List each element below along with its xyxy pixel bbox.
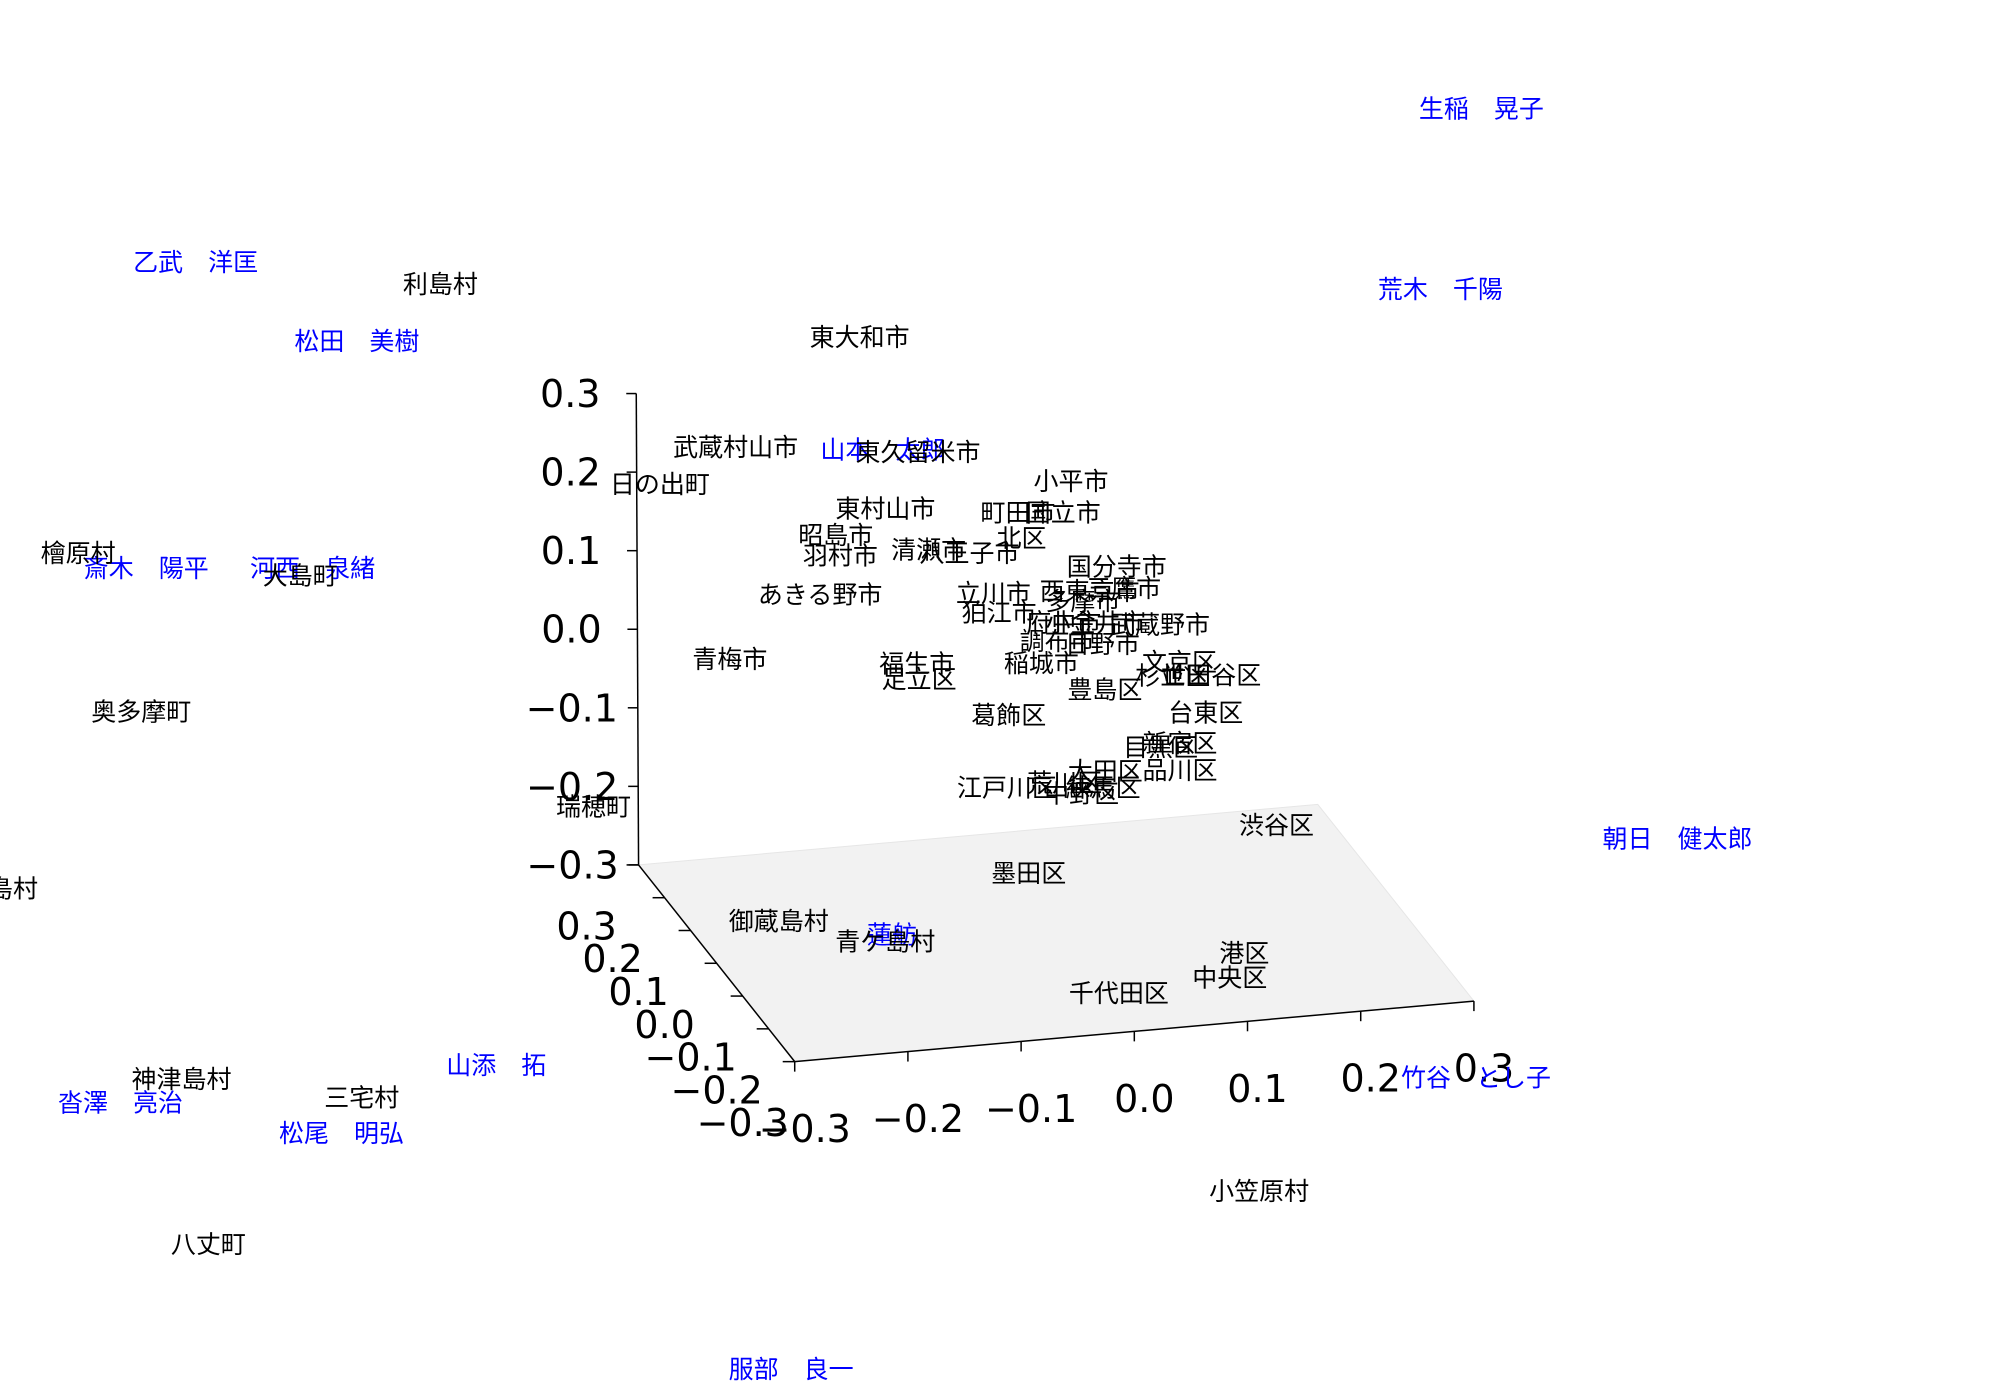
point-label: 稲城市: [1004, 649, 1079, 678]
z-tick-label: 0.0: [541, 608, 601, 652]
point-label: 葛飾区: [971, 701, 1046, 730]
z-tick-label: 0.3: [540, 372, 600, 416]
y-tick-label: 0.3: [556, 904, 616, 948]
y-tick-label: 0.1: [608, 970, 668, 1014]
point-label: 松田 美樹: [294, 327, 419, 356]
point-label: 新宿区: [1142, 729, 1217, 758]
point-label: 三鷹市: [1086, 574, 1161, 603]
point-label: 福生市: [879, 650, 954, 679]
point-label: 渋谷区: [1239, 811, 1314, 840]
point-label: 山添 拓: [446, 1051, 546, 1080]
point-label: 中野区: [1044, 780, 1119, 809]
point-label: 松尾 明弘: [279, 1119, 404, 1148]
point-label: 荒川区: [1027, 769, 1102, 798]
point-label: 台東区: [1168, 699, 1243, 728]
z-tick-label: 0.1: [541, 529, 601, 573]
z-tick-label: 0.2: [540, 451, 600, 495]
point-label: 東村山市: [835, 494, 935, 523]
point-label: 府中市: [1026, 608, 1101, 637]
point-label: 練馬区: [1066, 774, 1141, 803]
x-tick-label: 0.1: [1227, 1067, 1287, 1111]
x-tick-label: 0.2: [1340, 1057, 1400, 1101]
z-tick-label: −0.3: [526, 843, 618, 887]
point-label: 奥多摩町: [91, 698, 191, 727]
point-label: 羽村市: [803, 542, 878, 571]
point-label: 服部 良一: [729, 1355, 854, 1384]
point-label: 生稲 晃子: [1419, 95, 1544, 124]
point-label: 国分寺市: [1067, 552, 1167, 581]
point-label: 東久留米市: [855, 438, 980, 467]
point-label: 足立区: [882, 665, 957, 694]
point-label: 東大和市: [810, 323, 910, 352]
y-tick-label: −0.3: [697, 1101, 789, 1145]
point-label: 江戸川区: [957, 774, 1057, 803]
point-label: 武蔵野市: [1110, 611, 1210, 640]
point-label: 八丈町: [171, 1230, 246, 1259]
x-tick-label: −0.2: [872, 1097, 964, 1141]
point-label: 西東京市: [1040, 577, 1140, 606]
point-label: 文京区: [1142, 648, 1217, 677]
point-label: 港区: [1219, 939, 1269, 968]
x-tick-label: 0.0: [1114, 1077, 1174, 1121]
point-label: 沓澤 亮治: [58, 1088, 183, 1117]
x-tick-label: −0.3: [759, 1107, 851, 1151]
point-label: 青ケ島村: [835, 928, 935, 957]
point-label: 町田市: [980, 498, 1055, 527]
point-label: 日の出町: [610, 470, 710, 499]
y-tick-label: 0.2: [582, 937, 642, 981]
y-tick-label: −0.1: [645, 1036, 737, 1080]
point-label: 世田谷区: [1161, 661, 1261, 690]
point-label: 日野市: [1065, 630, 1140, 659]
point-label: 大田区: [1068, 757, 1143, 786]
point-label: 品川区: [1143, 756, 1218, 785]
point-label: 八王子市: [919, 539, 1019, 568]
point-label: 御蔵島村: [729, 907, 829, 936]
z-tick-label: −0.2: [526, 765, 618, 809]
z-tick-label: −0.1: [526, 686, 618, 730]
y-tick-label: −0.2: [671, 1068, 763, 1112]
point-label: 荒木 千陽: [1378, 275, 1503, 304]
point-label: 豊島区: [1067, 675, 1142, 704]
point-label: 中央区: [1192, 964, 1267, 993]
point-label: 多摩市: [1045, 587, 1120, 616]
point-label: 蓮舫: [867, 921, 917, 950]
x-tick-label: −0.1: [985, 1087, 1077, 1131]
point-label: 瑞穂町: [556, 792, 631, 821]
point-label: 北区: [996, 524, 1046, 553]
point-label: 河西 泉緒: [250, 554, 375, 583]
point-label: 三宅村: [324, 1083, 399, 1112]
point-label: 檜原村: [41, 539, 116, 568]
point-label: 青梅市: [692, 645, 767, 674]
point-label: 杉並区: [1135, 661, 1210, 690]
point-label: 新島村: [0, 874, 38, 903]
point-label: 狛江市: [962, 598, 1037, 627]
point-label: 小金井市: [1045, 609, 1145, 638]
point-label: 墨田区: [991, 859, 1066, 888]
point-label: 国立市: [1026, 498, 1101, 527]
x-tick-label: 0.3: [1454, 1047, 1514, 1091]
point-label: 調布市: [1020, 627, 1095, 656]
point-label: 清瀬市: [891, 535, 966, 564]
point-label: 千代田区: [1069, 979, 1169, 1008]
y-tick-label: 0.0: [634, 1003, 694, 1047]
point-label: 立川市: [956, 579, 1031, 608]
point-label: 大島町: [263, 562, 338, 591]
point-label: 目黒区: [1123, 733, 1198, 762]
point-label: 武蔵村山市: [673, 433, 798, 462]
point-label: 山本 太郎: [820, 436, 945, 465]
point-label: 竹谷 とし子: [1401, 1064, 1551, 1093]
point-label: 神津島村: [132, 1065, 232, 1094]
point-label: 利島村: [403, 270, 478, 299]
point-label: あきる野市: [758, 580, 883, 609]
point-label: 斎木 陽平: [84, 554, 209, 583]
point-label: 小平市: [1034, 467, 1109, 496]
point-label: 朝日 健太郎: [1603, 825, 1753, 854]
point-label: 小笠原村: [1209, 1177, 1309, 1206]
point-label: 昭島市: [798, 521, 873, 550]
point-label: 乙武 洋匡: [133, 248, 258, 277]
